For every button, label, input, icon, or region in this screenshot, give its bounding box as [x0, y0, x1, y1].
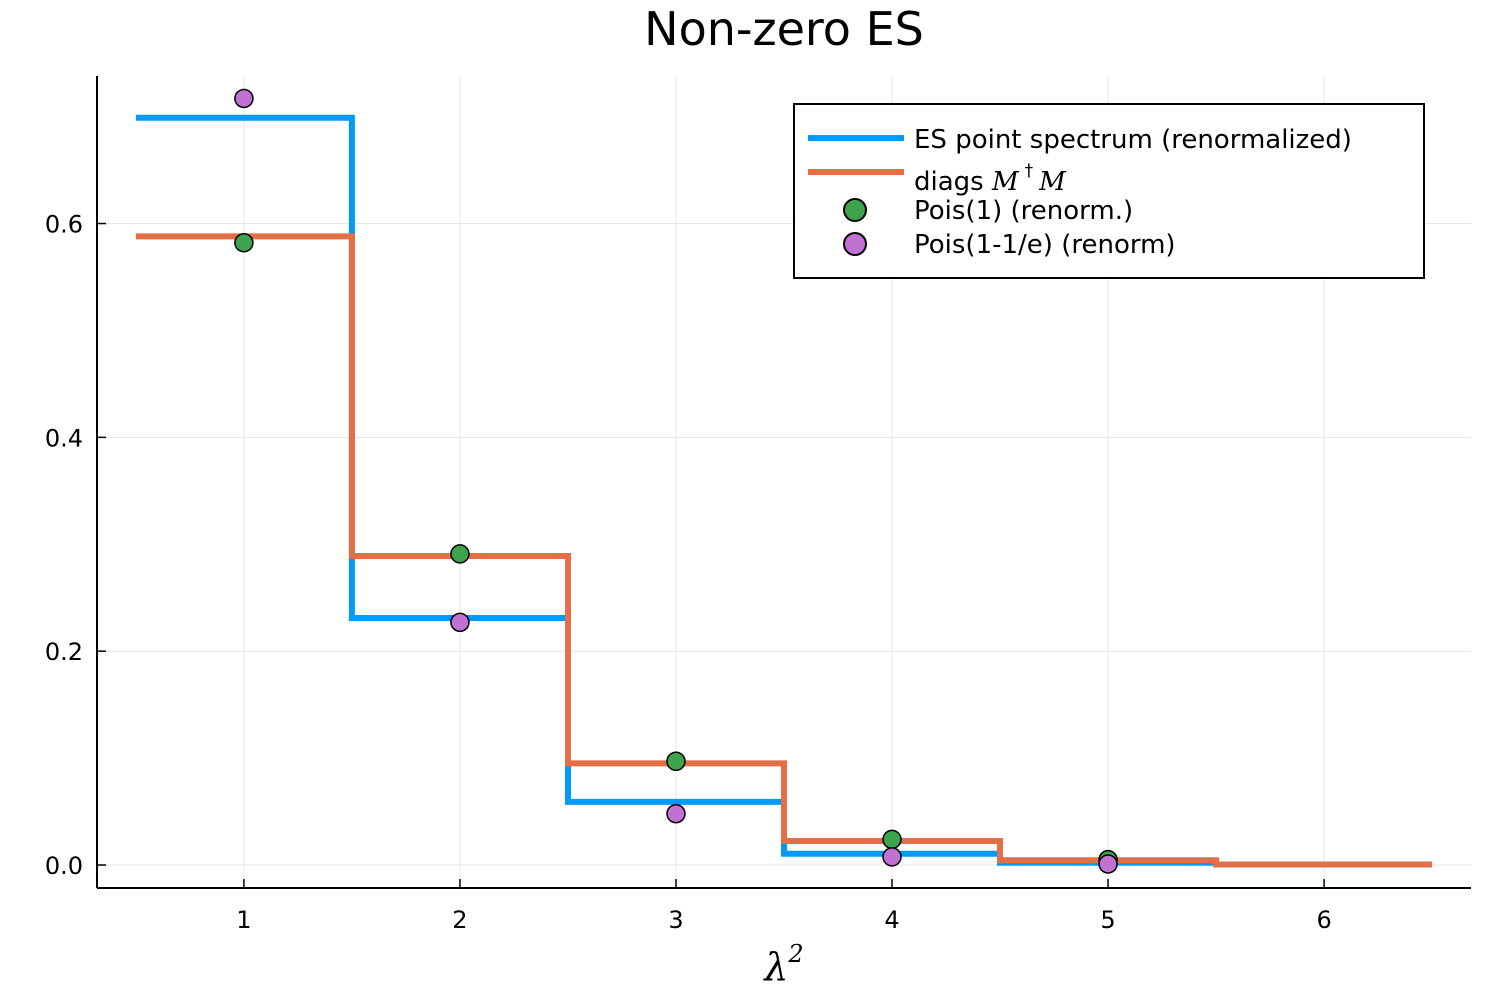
data-point-pois1e: [1098, 854, 1118, 874]
series-line-diags: [135, 233, 1433, 868]
plot-series: [135, 88, 1433, 874]
y-tick-label: 0.4: [45, 424, 83, 452]
legend-label-diags-dagger: †: [1025, 161, 1034, 181]
data-point-pois1: [450, 544, 470, 564]
legend-label-diags-m1: M: [991, 167, 1020, 197]
x-tick-label: 2: [452, 906, 467, 934]
tick-labels: 1 2 3 4 5 6 0.0 0.2 0.4 0.6: [45, 211, 1332, 934]
x-axis-label: λ2: [762, 940, 803, 989]
legend-marker-pois1: [843, 198, 867, 222]
y-tick-label: 0.2: [45, 638, 83, 666]
y-tick-label: 0.6: [45, 211, 83, 239]
x-tick-label: 6: [1316, 906, 1331, 934]
axes: [96, 76, 1471, 889]
data-point-pois1: [234, 233, 254, 253]
x-axis-label-base: λ: [762, 945, 788, 989]
legend-box: [793, 103, 1425, 279]
legend-label-diags-m2: M: [1038, 167, 1067, 197]
y-tick-label: 0.0: [45, 852, 83, 880]
data-point-pois1: [666, 751, 686, 772]
x-tick-label: 4: [884, 906, 899, 934]
legend: ES point spectrum (renormalized) diags M…: [793, 103, 1425, 279]
legend-label-pois1e: Pois(1-1/e) (renorm): [914, 230, 1176, 260]
legend-label-diags-prefix: diags: [914, 167, 992, 197]
data-point-pois1: [882, 829, 902, 850]
x-axis-label-sup: 2: [787, 940, 803, 968]
data-point-pois1e: [450, 612, 470, 633]
data-point-pois1e: [882, 847, 902, 867]
data-point-pois1e: [234, 88, 254, 109]
x-tick-label: 3: [668, 906, 683, 934]
x-tick-label: 1: [236, 906, 251, 934]
legend-label-es-spectrum: ES point spectrum (renormalized): [914, 125, 1352, 155]
legend-label-pois1: Pois(1) (renorm.): [914, 196, 1133, 226]
chart-title: Non-zero ES: [644, 2, 924, 56]
legend-marker-pois1e: [843, 232, 867, 256]
data-point-pois1e: [666, 803, 686, 824]
x-tick-label: 5: [1100, 906, 1115, 934]
legend-label-diags: diags M † M: [914, 161, 1067, 197]
